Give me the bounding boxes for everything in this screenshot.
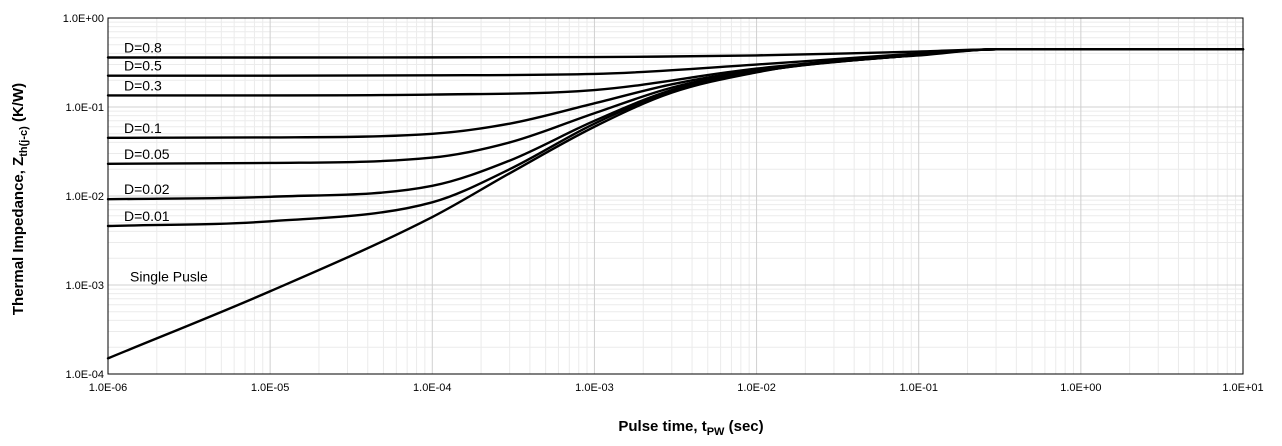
y-axis-title: Thermal Impedance, Zth(j-c) (K/W) xyxy=(10,83,30,315)
y-tick-label: 1.0E-02 xyxy=(65,191,104,203)
x-tick-label: 1.0E-05 xyxy=(251,382,290,394)
series-label-d-0-5: D=0.5 xyxy=(124,58,162,74)
series-label-d-0-1: D=0.1 xyxy=(124,120,162,136)
x-tick-label: 1.0E-01 xyxy=(899,382,938,394)
x-axis-title-sub: PW xyxy=(707,426,725,438)
plot-frame xyxy=(107,17,1244,375)
y-axis-title-unit: (K/W) xyxy=(10,83,27,126)
y-tick-label: 1.0E+00 xyxy=(63,13,104,25)
label-layer: D=0.8 D=0.5 D=0.3 D=0.1 D=0.05 D=0.02 D=0.01 Si… xyxy=(124,39,208,284)
series-label-d-0-8: D=0.8 xyxy=(124,39,162,55)
x-tick-label: 1.0E+01 xyxy=(1222,382,1263,394)
tick-layer: 1.0E-06 1.0E-05 1.0E-04 1.0E-03 1.0E-02 1.0E-… xyxy=(63,13,1264,394)
x-tick-label: 1.0E-04 xyxy=(413,382,452,394)
series-label-d-0-05: D=0.05 xyxy=(124,146,170,162)
y-axis-title-main: Thermal Impedance, Z xyxy=(10,157,27,315)
series-label-d-0-02: D=0.02 xyxy=(124,181,170,197)
x-axis-title-main: Pulse time, t xyxy=(618,418,706,435)
y-tick-label: 1.0E-03 xyxy=(65,280,104,292)
y-tick-label: 1.0E-01 xyxy=(65,102,104,114)
x-axis-title-unit: (sec) xyxy=(724,418,763,435)
series-line-d-0-1 xyxy=(106,48,1245,140)
x-tick-label: 1.0E+00 xyxy=(1060,382,1101,394)
grid-layer xyxy=(107,17,1244,375)
x-tick-label: 1.0E-02 xyxy=(737,382,776,394)
series-label-d-0-3: D=0.3 xyxy=(124,77,162,93)
x-tick-label: 1.0E-06 xyxy=(89,382,128,394)
series-line-single-pusle xyxy=(106,48,1245,360)
y-axis-title-sub: th(j-c) xyxy=(18,126,30,157)
series-label-single-pusle: Single Pusle xyxy=(130,268,208,284)
y-tick-label: 1.0E-04 xyxy=(65,369,104,381)
series-line-d-0-02 xyxy=(106,48,1245,201)
series-layer xyxy=(106,48,1245,360)
series-label-d-0-01: D=0.01 xyxy=(124,208,170,224)
x-tick-label: 1.0E-03 xyxy=(575,382,614,394)
x-axis-title: Pulse time, tPW (sec) xyxy=(618,418,763,438)
